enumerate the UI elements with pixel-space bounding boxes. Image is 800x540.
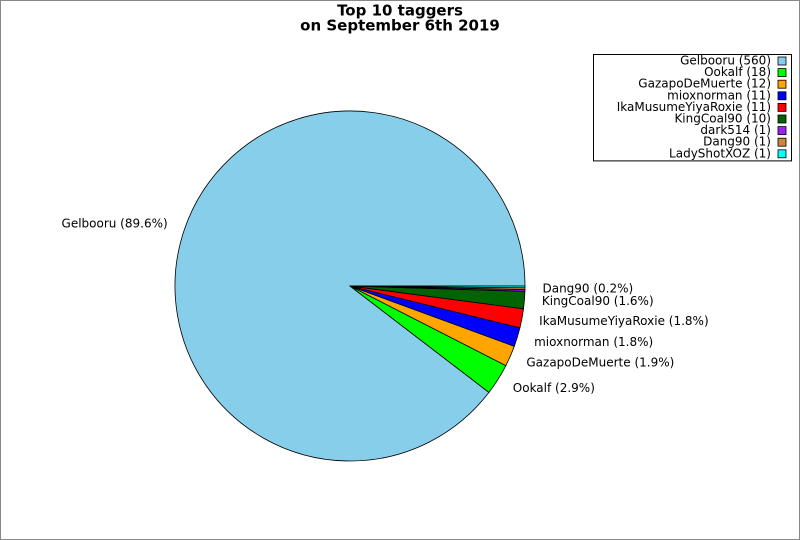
legend-box (593, 54, 792, 162)
legend-swatch (777, 91, 787, 101)
slice-label: mioxnorman (1.8%) (534, 335, 653, 349)
legend-label: Ookalf (18) (704, 65, 771, 79)
legend-swatch (777, 126, 787, 135)
legend-label: IkaMusumeYiyaRoxie (11) (617, 100, 771, 114)
legend-label: dark514 (1) (700, 123, 771, 137)
slice-label: IkaMusumeYiyaRoxie (1.8%) (539, 314, 708, 328)
slice-label: GazapoDeMuerte (1.9%) (526, 356, 674, 370)
legend-label: mioxnorman (11) (667, 88, 771, 102)
legend-swatch (777, 79, 787, 89)
legend-label: Gelbooru (560) (680, 54, 771, 68)
slice-label: Ookalf (2.9%) (513, 381, 595, 395)
legend-label: Dang90 (1) (703, 135, 771, 149)
chart-subtitle: on September 6th 2019 (300, 17, 500, 35)
slice-label: Dang90 (0.2%) (542, 281, 633, 295)
legend-swatch (777, 103, 787, 112)
pie-slice (349, 285, 526, 289)
chart-title: Top 10 taggers (337, 2, 463, 20)
legend-label: KingCoal90 (10) (674, 112, 771, 126)
slice-label: Gelbooru (89.6%) (62, 217, 168, 231)
legend-swatch (777, 149, 787, 159)
legend-label: LadyShotXOZ (1) (669, 146, 771, 160)
legend-swatch (777, 68, 787, 77)
legend-swatch (777, 56, 787, 66)
legend-swatch (777, 114, 787, 124)
legend-swatch (777, 137, 787, 147)
slice-label: KingCoal90 (1.6%) (542, 294, 654, 308)
legend-label: GazapoDeMuerte (12) (638, 77, 771, 91)
